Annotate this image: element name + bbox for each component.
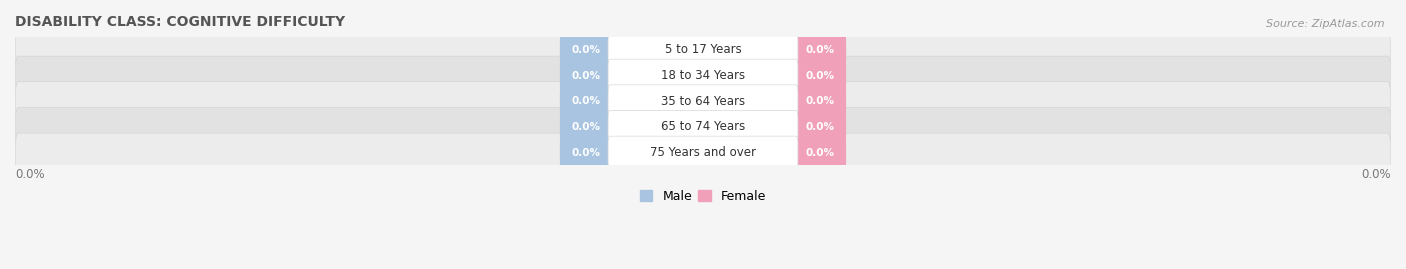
Text: 0.0%: 0.0% xyxy=(15,168,45,182)
FancyBboxPatch shape xyxy=(607,59,799,92)
Text: 0.0%: 0.0% xyxy=(572,96,600,106)
Text: Source: ZipAtlas.com: Source: ZipAtlas.com xyxy=(1267,19,1385,29)
FancyBboxPatch shape xyxy=(794,34,846,66)
FancyBboxPatch shape xyxy=(15,133,1391,172)
FancyBboxPatch shape xyxy=(607,34,799,66)
FancyBboxPatch shape xyxy=(560,34,612,66)
FancyBboxPatch shape xyxy=(560,59,612,92)
Text: 0.0%: 0.0% xyxy=(806,122,834,132)
FancyBboxPatch shape xyxy=(15,107,1391,146)
FancyBboxPatch shape xyxy=(15,82,1391,121)
Legend: Male, Female: Male, Female xyxy=(636,185,770,208)
Text: 0.0%: 0.0% xyxy=(806,96,834,106)
FancyBboxPatch shape xyxy=(607,85,799,118)
Text: 0.0%: 0.0% xyxy=(806,45,834,55)
FancyBboxPatch shape xyxy=(794,85,846,118)
FancyBboxPatch shape xyxy=(560,111,612,143)
FancyBboxPatch shape xyxy=(607,136,799,169)
Text: 0.0%: 0.0% xyxy=(572,45,600,55)
Text: DISABILITY CLASS: COGNITIVE DIFFICULTY: DISABILITY CLASS: COGNITIVE DIFFICULTY xyxy=(15,15,344,29)
FancyBboxPatch shape xyxy=(560,85,612,118)
Text: 35 to 64 Years: 35 to 64 Years xyxy=(661,95,745,108)
Text: 75 Years and over: 75 Years and over xyxy=(650,146,756,159)
FancyBboxPatch shape xyxy=(794,136,846,169)
Text: 0.0%: 0.0% xyxy=(806,148,834,158)
Text: 0.0%: 0.0% xyxy=(572,122,600,132)
Text: 0.0%: 0.0% xyxy=(1361,168,1391,182)
Text: 0.0%: 0.0% xyxy=(572,148,600,158)
FancyBboxPatch shape xyxy=(794,111,846,143)
FancyBboxPatch shape xyxy=(15,30,1391,69)
Text: 0.0%: 0.0% xyxy=(572,70,600,81)
Text: 65 to 74 Years: 65 to 74 Years xyxy=(661,121,745,133)
Text: 18 to 34 Years: 18 to 34 Years xyxy=(661,69,745,82)
FancyBboxPatch shape xyxy=(560,136,612,169)
FancyBboxPatch shape xyxy=(794,59,846,92)
FancyBboxPatch shape xyxy=(15,56,1391,95)
FancyBboxPatch shape xyxy=(607,111,799,143)
Text: 0.0%: 0.0% xyxy=(806,70,834,81)
Text: 5 to 17 Years: 5 to 17 Years xyxy=(665,43,741,56)
